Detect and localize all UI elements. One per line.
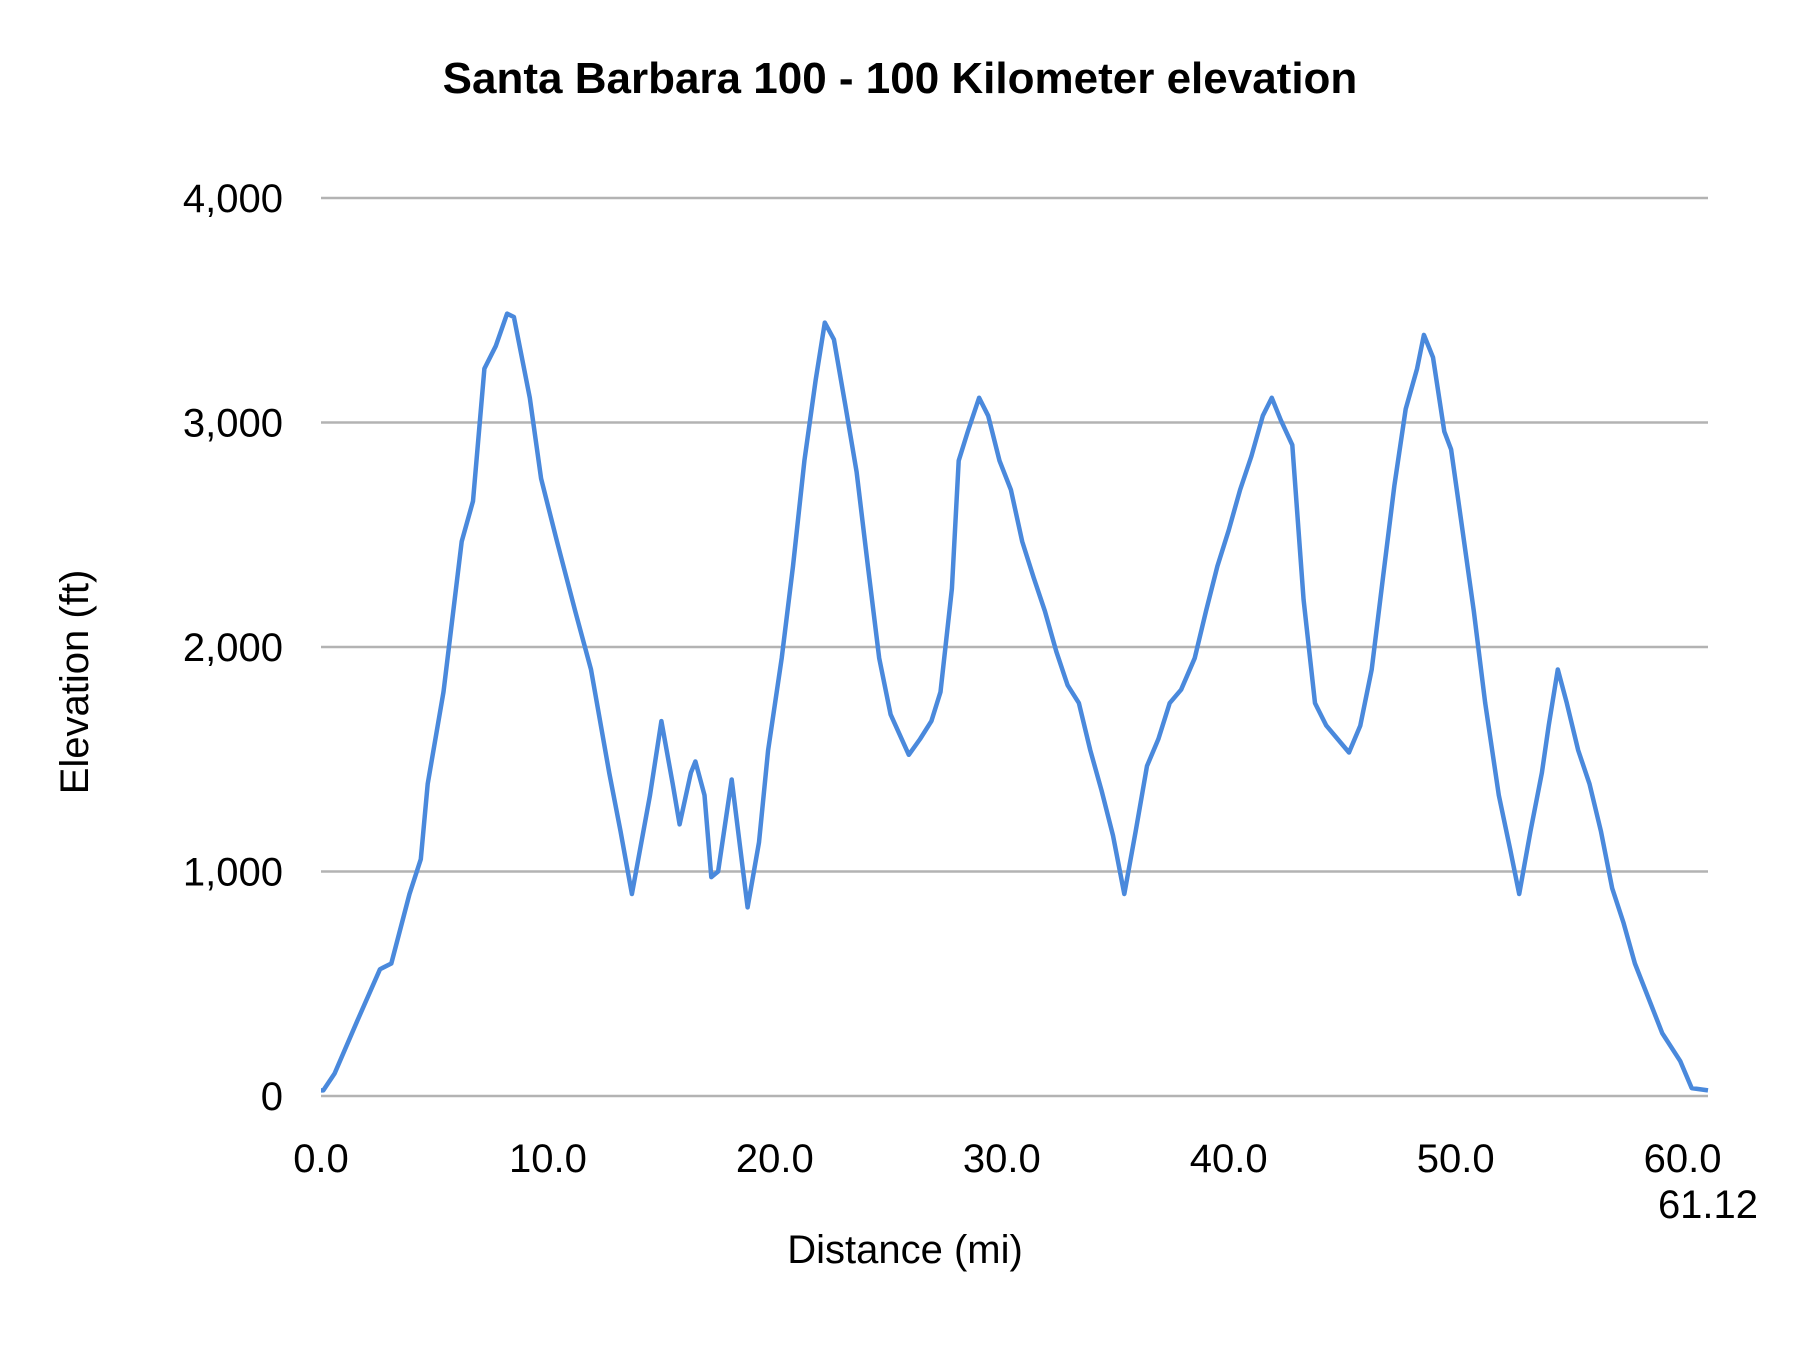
gridlines bbox=[321, 196, 1708, 1098]
x-tick-label: 61.12 bbox=[1658, 1183, 1758, 1227]
x-tick-label: 10.0 bbox=[509, 1137, 587, 1181]
x-tick-label: 30.0 bbox=[963, 1137, 1041, 1181]
x-tick-label: 0.0 bbox=[293, 1137, 349, 1181]
x-tick-label: 20.0 bbox=[736, 1137, 814, 1181]
y-tick-label: 2,000 bbox=[183, 626, 283, 670]
y-tick-label: 4,000 bbox=[183, 177, 283, 221]
y-tick-label: 1,000 bbox=[183, 851, 283, 895]
y-axis-ticks: 0 1,000 2,000 3,000 4,000 bbox=[183, 177, 283, 1119]
y-tick-label: 0 bbox=[261, 1075, 283, 1119]
elevation-line bbox=[321, 311, 1709, 1093]
x-tick-label: 50.0 bbox=[1417, 1137, 1495, 1181]
chart-title: Santa Barbara 100 - 100 Kilometer elevat… bbox=[443, 54, 1358, 103]
x-tick-label: 60.0 bbox=[1644, 1137, 1722, 1181]
x-axis-ticks: 0.0 10.0 20.0 30.0 40.0 50.0 60.061.12 bbox=[293, 1137, 1758, 1227]
y-tick-label: 3,000 bbox=[183, 402, 283, 446]
x-axis-label: Distance (mi) bbox=[787, 1228, 1023, 1272]
y-axis-label: Elevation (ft) bbox=[53, 570, 97, 795]
x-tick-label: 40.0 bbox=[1190, 1137, 1268, 1181]
